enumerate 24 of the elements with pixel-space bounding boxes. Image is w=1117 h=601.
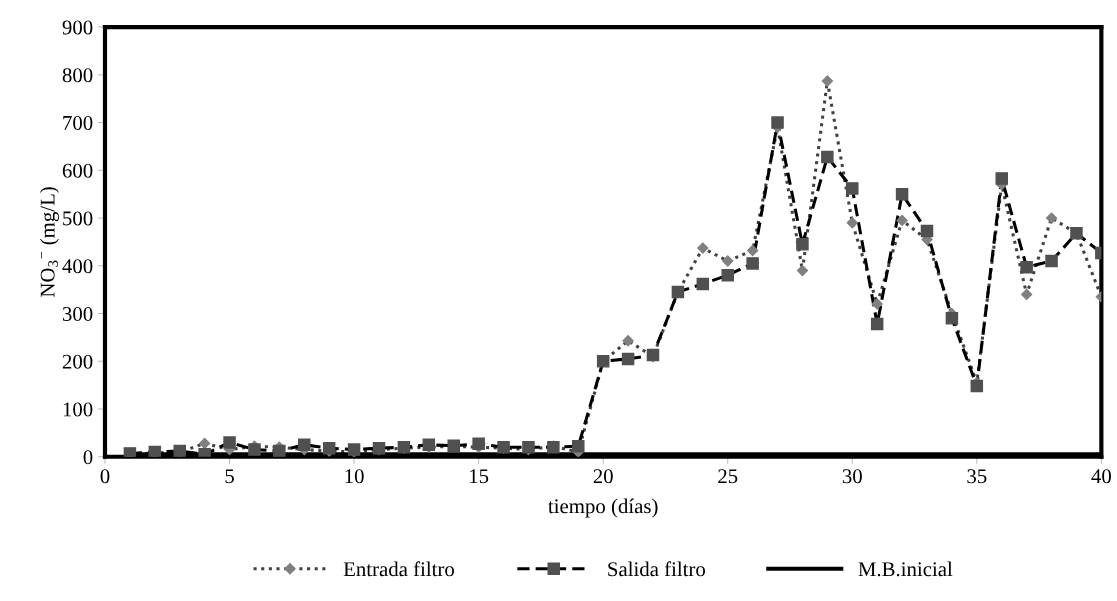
y-tick-label: 200 [62, 354, 93, 369]
x-tick-label: 5 [225, 469, 234, 484]
y-axis-title: NO$_{3}$$^{−}$ (mg/L) [40, 187, 59, 298]
y-tick-label: 900 [62, 20, 93, 35]
x-tick-label: 35 [967, 469, 987, 484]
y-tick-label: 800 [62, 68, 93, 83]
y-tick-label: 300 [62, 306, 93, 321]
y-tick-label: 700 [63, 115, 93, 130]
y-tick-label: 100 [63, 402, 93, 417]
x-tick-label: 20 [593, 469, 613, 484]
x-tick-label: 10 [345, 469, 364, 484]
x-tick-label: 0 [100, 469, 110, 484]
y-tick-label: 500 [63, 211, 93, 226]
x-tick-label: 40 [1091, 469, 1111, 484]
x-axis-title: tiempo (días) [548, 498, 658, 518]
legend-label: Salida filtro [608, 561, 706, 577]
x-tick-label: 25 [718, 469, 738, 484]
y-tick-label: 0 [83, 450, 93, 465]
x-tick-label: 15 [470, 469, 489, 484]
legend-label: M.B.inicial [858, 561, 953, 577]
y-tick-label: 600 [62, 163, 93, 178]
y-tick-label: 400 [62, 259, 93, 274]
legend-label: Entrada filtro [343, 561, 454, 577]
x-tick-label: 30 [842, 469, 862, 484]
